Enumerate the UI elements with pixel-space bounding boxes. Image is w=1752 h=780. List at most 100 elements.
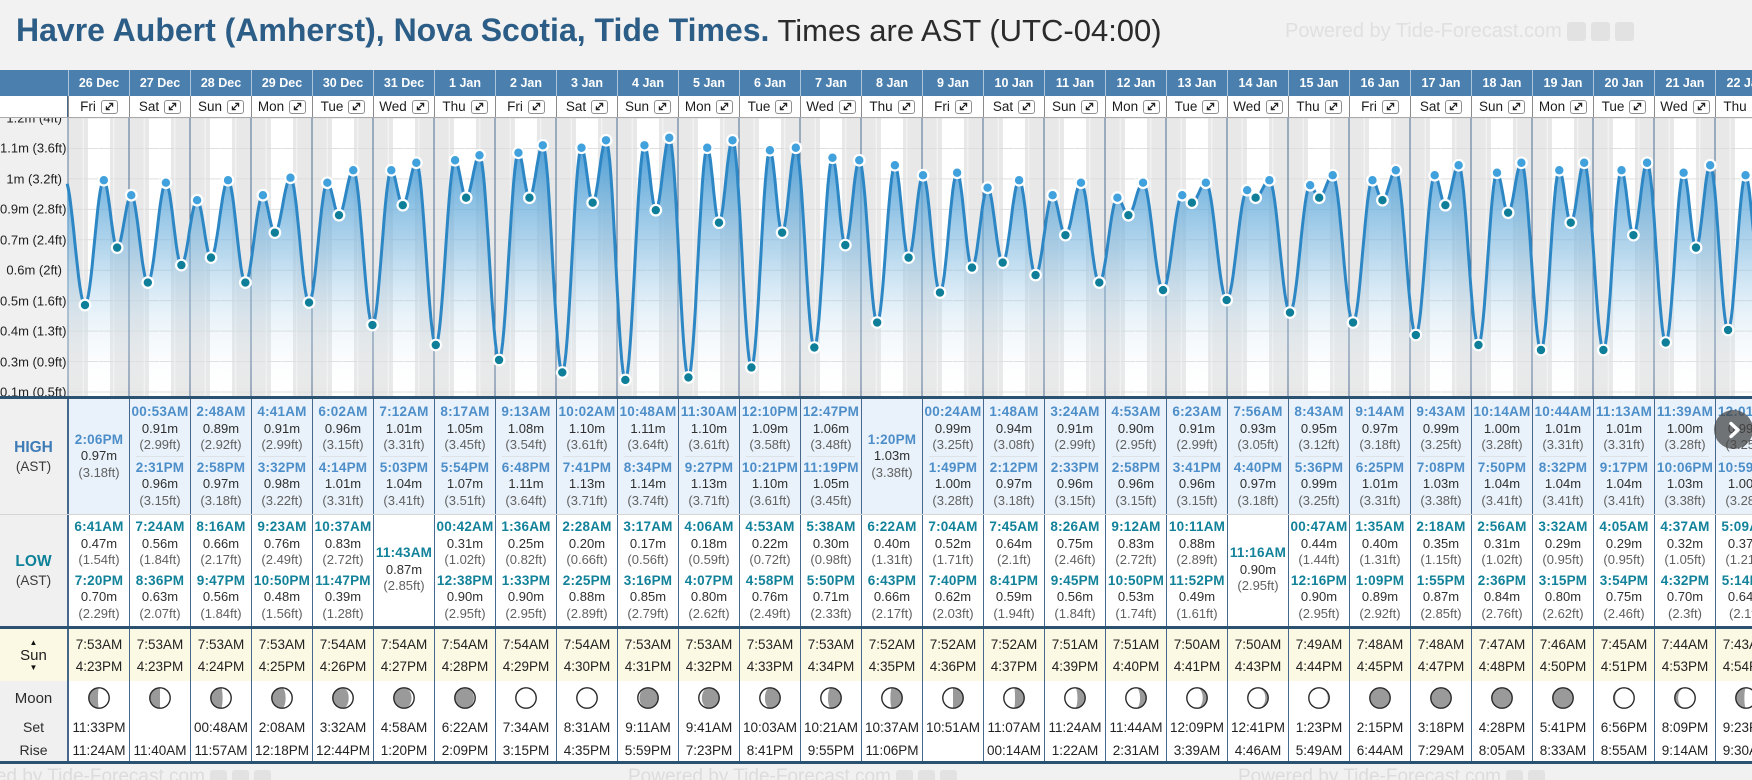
sunrise-time: 7:54AM xyxy=(502,636,550,652)
expand-day-button[interactable] xyxy=(1265,99,1283,114)
entry-divider xyxy=(1661,456,1709,457)
next-days-button[interactable] xyxy=(1714,410,1752,449)
expand-day-button[interactable] xyxy=(775,99,793,114)
expand-day-button[interactable] xyxy=(1692,99,1710,114)
tide-height-ft: (3.31ft) xyxy=(383,437,425,452)
sun-cell: 7:53AM 4:33PM xyxy=(739,629,800,681)
tide-height-ft: (3.61ft) xyxy=(566,437,608,452)
expand-day-button[interactable] xyxy=(591,99,609,114)
moon-phase-icon xyxy=(515,687,537,709)
low-tide-cell: 4:05AM 0.29m (0.95ft) 3:54PM 0.75m (2.46ft) xyxy=(1593,514,1654,626)
tide-height-m: 0.83m xyxy=(1117,535,1155,551)
expand-icon xyxy=(959,102,968,111)
expand-day-button[interactable] xyxy=(654,99,672,114)
tide-height-ft: (2.79ft) xyxy=(627,605,669,621)
tide-height-ft: (3.45ft) xyxy=(444,437,486,452)
low-tide-entry: 2:18AM 0.35m (1.15ft) xyxy=(1411,519,1471,569)
moon-phase-cell xyxy=(1227,681,1288,715)
tide-time: 11:47PM xyxy=(315,572,371,588)
expand-day-button[interactable] xyxy=(954,99,972,114)
expand-day-button[interactable] xyxy=(164,99,182,114)
sun-cell: 7:53AM 4:32PM xyxy=(678,629,739,681)
tide-time: 5:09AM xyxy=(1721,519,1752,534)
tide-height-m: 0.56m xyxy=(1056,589,1094,604)
expand-day-button[interactable] xyxy=(1081,99,1099,114)
tide-height-ft: (2.17ft) xyxy=(200,552,242,567)
moonrise-cell: 1:22AM xyxy=(1044,739,1105,761)
expand-day-button[interactable] xyxy=(227,99,245,114)
moonset-cell: 4:58AM xyxy=(373,715,434,739)
high-tide-cell: 2:48AM 0.89m (2.92ft) 2:58PM 0.97m (3.18ft) xyxy=(190,399,251,514)
expand-day-button[interactable] xyxy=(1445,99,1463,114)
low-tide-entry: 2:25PM 0.88m (2.89ft) xyxy=(557,573,617,623)
moonset-cell: 2:08AM xyxy=(251,715,312,739)
expand-day-button[interactable] xyxy=(1018,99,1036,114)
rise-label: Rise xyxy=(19,742,48,758)
tide-height-m: 0.75m xyxy=(1056,535,1094,551)
sunrise-time: 7:54AM xyxy=(441,636,489,652)
sunset-time: 4:27PM xyxy=(380,658,428,674)
expand-day-button[interactable] xyxy=(348,99,366,114)
tide-time: 1:20PM xyxy=(867,431,917,447)
high-tide-cell: 8:17AM 1.05m (3.45ft) 5:54PM 1.07m (3.51ft) xyxy=(434,399,495,514)
tide-time: 00:53AM xyxy=(131,404,189,419)
weekday-label: Wed xyxy=(1233,99,1261,114)
high-tide-cell: 3:24AM 0.91m (2.99ft) 2:33PM 0.96m (3.15ft) xyxy=(1044,399,1105,514)
low-tide-entry: 00:47AM 0.44m (1.44ft) xyxy=(1289,519,1349,569)
footer-strip: Powered by Tide-Forecast.com Powered by … xyxy=(0,764,1752,780)
expand-day-button[interactable] xyxy=(527,99,545,114)
sunrise-time: 7:54AM xyxy=(319,636,367,652)
expand-day-button[interactable] xyxy=(838,99,856,114)
expand-day-button[interactable] xyxy=(1629,99,1647,114)
high-tide-entry: 10:14AM 1.00m (3.28ft) xyxy=(1472,404,1532,454)
sunrise-time: 7:53AM xyxy=(258,636,306,652)
expand-day-button[interactable] xyxy=(1202,99,1220,114)
date-header: 14 Jan xyxy=(1227,70,1288,96)
low-tide-point xyxy=(996,256,1010,270)
expand-day-button[interactable] xyxy=(1508,99,1526,114)
tide-height-ft: (1.44ft) xyxy=(1298,552,1340,567)
date-header: 6 Jan xyxy=(739,70,800,96)
tide-height-ft: (2.95ft) xyxy=(505,605,547,621)
tide-time: 8:32PM xyxy=(1538,459,1588,475)
expand-day-button[interactable] xyxy=(897,99,915,114)
low-tide-entry: 4:53AM 0.22m (0.72ft) xyxy=(740,519,800,569)
expand-day-button[interactable] xyxy=(1381,99,1399,114)
tide-height-ft: (3.41ft) xyxy=(1481,492,1523,508)
tide-chart-area: 1.2m (4ft) 1.1m (3.6ft) 1m (3.2ft) 0.9m (2.… xyxy=(0,118,1752,399)
moon-phase-icon xyxy=(1491,687,1513,709)
tide-time: 8:34PM xyxy=(623,459,673,475)
expand-day-button[interactable] xyxy=(1143,99,1161,114)
moon-phase-cell xyxy=(129,681,190,715)
moonset-cell: 12:41PM xyxy=(1227,715,1288,739)
watermark-icon xyxy=(1527,770,1545,780)
expand-day-button[interactable] xyxy=(100,99,118,114)
weekday-label: Tue xyxy=(1601,99,1625,114)
expand-day-button[interactable] xyxy=(716,99,734,114)
tide-time: 10:21PM xyxy=(741,459,799,475)
low-tide-cell: 8:16AM 0.66m (2.17ft) 9:47PM 0.56m (1.84ft) xyxy=(190,514,251,626)
high-tide-point xyxy=(320,176,334,190)
low-tide-row: LOW (AST) 6:41AM 0.47m (1.54ft) 7:20PM 0.70m… xyxy=(0,514,1752,626)
expand-day-button[interactable] xyxy=(1324,99,1342,114)
tide-height-ft: (2.99ft) xyxy=(1176,437,1218,452)
expand-day-button[interactable] xyxy=(411,99,429,114)
low-tide-entry: 8:41PM 0.59m (1.94ft) xyxy=(984,573,1044,623)
sun-row-label: ▲ Sun ▼ xyxy=(0,629,68,681)
tide-height-m: 0.99m xyxy=(934,420,972,436)
tide-height-m: 1.07m xyxy=(446,476,484,491)
expand-day-button[interactable] xyxy=(289,99,307,114)
expand-day-button[interactable] xyxy=(1570,99,1588,114)
high-tide-point xyxy=(1012,173,1026,187)
high-tide-point xyxy=(1428,168,1442,182)
tide-height-m: 0.56m xyxy=(202,589,240,604)
tide-height-m: 1.04m xyxy=(1605,476,1643,491)
tide-height-m: 0.71m xyxy=(812,589,850,604)
tide-time: 10:59PM xyxy=(1717,459,1752,475)
moon-phase-cell xyxy=(1044,681,1105,715)
moon-phase-cell xyxy=(373,681,434,715)
expand-day-button[interactable] xyxy=(470,99,488,114)
sun-cell: 7:54AM 4:27PM xyxy=(373,629,434,681)
tide-height-m: 0.29m xyxy=(1605,535,1643,551)
low-tide-cell: 8:26AM 0.75m (2.46ft) 9:45PM 0.56m (1.84ft) xyxy=(1044,514,1105,626)
